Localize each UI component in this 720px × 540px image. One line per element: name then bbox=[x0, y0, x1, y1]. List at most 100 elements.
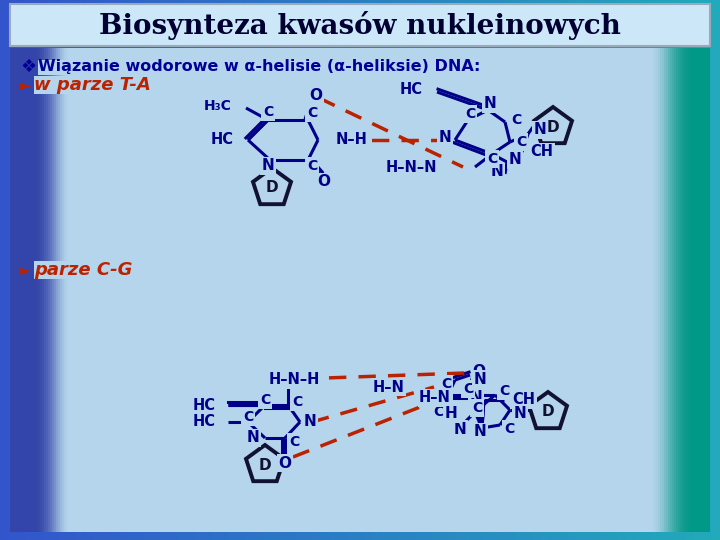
Bar bbox=[10, 48, 38, 532]
Text: N: N bbox=[509, 152, 522, 167]
Text: HC: HC bbox=[193, 397, 216, 413]
Bar bbox=[10, 48, 16, 532]
Text: N: N bbox=[490, 165, 503, 179]
Polygon shape bbox=[253, 168, 291, 204]
Bar bbox=[692, 48, 710, 532]
Bar bbox=[708, 48, 710, 532]
Text: C: C bbox=[516, 135, 526, 149]
Polygon shape bbox=[529, 392, 567, 428]
Bar bbox=[10, 48, 28, 532]
Text: N–H: N–H bbox=[336, 132, 368, 147]
Bar bbox=[10, 48, 62, 532]
Bar bbox=[10, 48, 40, 532]
Text: Biosynteza kwasów nukleinowych: Biosynteza kwasów nukleinowych bbox=[99, 10, 621, 39]
Text: C: C bbox=[292, 395, 302, 409]
Bar bbox=[670, 48, 710, 532]
Bar bbox=[662, 48, 710, 532]
Bar bbox=[10, 48, 58, 532]
Text: C: C bbox=[504, 422, 514, 436]
Bar bbox=[696, 48, 710, 532]
Bar bbox=[704, 48, 710, 532]
Bar bbox=[10, 48, 20, 532]
Bar bbox=[10, 48, 68, 532]
Text: C: C bbox=[511, 113, 521, 127]
Bar bbox=[10, 48, 30, 532]
Text: C: C bbox=[243, 410, 253, 424]
Bar bbox=[10, 48, 52, 532]
Bar bbox=[680, 48, 710, 532]
Bar bbox=[10, 48, 24, 532]
Text: C: C bbox=[499, 384, 509, 398]
Bar bbox=[668, 48, 710, 532]
Text: C: C bbox=[441, 377, 451, 391]
Text: C: C bbox=[463, 382, 473, 396]
Bar bbox=[10, 4, 710, 46]
Text: HC: HC bbox=[193, 415, 216, 429]
Text: C: C bbox=[487, 152, 497, 166]
Text: O: O bbox=[279, 456, 292, 470]
Text: D: D bbox=[266, 180, 279, 195]
Text: H–N–N: H–N–N bbox=[385, 159, 437, 174]
Bar bbox=[700, 48, 710, 532]
Text: HC: HC bbox=[400, 83, 423, 98]
Text: D: D bbox=[546, 119, 559, 134]
Bar bbox=[10, 48, 50, 532]
Bar bbox=[10, 48, 18, 532]
Text: N: N bbox=[484, 97, 496, 111]
Text: C: C bbox=[433, 405, 444, 419]
Text: N: N bbox=[454, 422, 467, 436]
Polygon shape bbox=[534, 107, 572, 143]
Text: N: N bbox=[514, 407, 527, 422]
Text: O: O bbox=[472, 364, 485, 380]
Text: N: N bbox=[304, 415, 317, 429]
Text: C: C bbox=[289, 435, 300, 449]
Text: N: N bbox=[474, 424, 487, 440]
Text: N: N bbox=[431, 392, 444, 407]
Text: ►: ► bbox=[20, 263, 31, 277]
Bar bbox=[10, 48, 44, 532]
Bar bbox=[694, 48, 710, 532]
Text: N: N bbox=[438, 131, 451, 145]
Bar bbox=[688, 48, 710, 532]
Text: O: O bbox=[318, 174, 330, 190]
Text: C: C bbox=[307, 159, 317, 173]
Bar bbox=[10, 48, 46, 532]
Bar bbox=[690, 48, 710, 532]
Text: N: N bbox=[474, 372, 487, 387]
Bar bbox=[660, 48, 710, 532]
Bar bbox=[666, 48, 710, 532]
Bar bbox=[10, 48, 64, 532]
Bar bbox=[10, 48, 14, 532]
Text: ►: ► bbox=[20, 78, 31, 92]
Text: C: C bbox=[465, 107, 475, 121]
Bar bbox=[684, 48, 710, 532]
Text: CH: CH bbox=[530, 145, 553, 159]
Bar bbox=[10, 48, 36, 532]
Text: parze C-G: parze C-G bbox=[34, 261, 132, 279]
Text: O: O bbox=[310, 89, 323, 104]
Bar bbox=[654, 48, 710, 532]
Text: D: D bbox=[258, 457, 271, 472]
Bar bbox=[658, 48, 710, 532]
Bar bbox=[10, 48, 12, 532]
Bar bbox=[682, 48, 710, 532]
Bar bbox=[686, 48, 710, 532]
Text: N: N bbox=[261, 159, 274, 173]
Text: w parze T-A: w parze T-A bbox=[34, 76, 150, 94]
Bar bbox=[10, 48, 66, 532]
Text: H₃C: H₃C bbox=[204, 99, 232, 113]
Bar bbox=[10, 48, 56, 532]
Text: N: N bbox=[469, 390, 482, 406]
Bar bbox=[10, 48, 32, 532]
Text: N: N bbox=[534, 123, 546, 138]
Text: N: N bbox=[246, 430, 259, 445]
Text: H–N: H–N bbox=[372, 380, 404, 395]
Polygon shape bbox=[246, 445, 284, 481]
Bar bbox=[702, 48, 710, 532]
Text: D: D bbox=[541, 404, 554, 420]
Bar bbox=[706, 48, 710, 532]
Text: H: H bbox=[445, 407, 457, 422]
Bar bbox=[10, 48, 26, 532]
Bar bbox=[656, 48, 710, 532]
Text: Wiązanie wodorowe w α-helisie (α-heliksie) DNA:: Wiązanie wodorowe w α-helisie (α-heliksi… bbox=[38, 59, 480, 75]
